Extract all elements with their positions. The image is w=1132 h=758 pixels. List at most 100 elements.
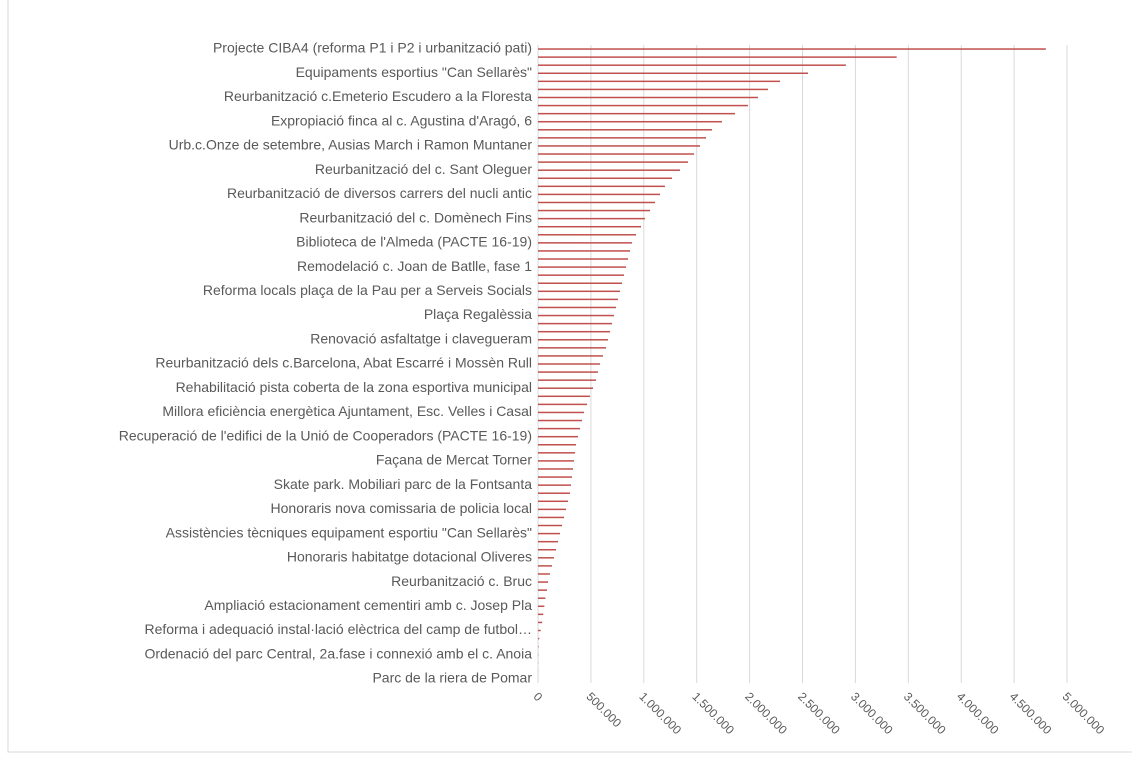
- bar: [538, 613, 544, 616]
- x-tick-label: 2.500.000: [795, 689, 843, 737]
- bar: [538, 508, 567, 511]
- bar: [538, 532, 561, 535]
- bar: [538, 153, 695, 155]
- x-tick-label: 0: [531, 689, 546, 704]
- bar: [538, 492, 570, 494]
- bar: [538, 96, 758, 99]
- x-tick-label: 3.000.000: [848, 689, 896, 737]
- y-tick-label: Renovació asfaltatge i clavegueram: [310, 330, 532, 346]
- y-tick-label: Reurbanització c. Bruc: [391, 573, 532, 589]
- bar: [538, 266, 627, 268]
- bar: [538, 137, 707, 139]
- bar: [538, 452, 576, 454]
- x-tick-label: 500.000: [584, 689, 625, 730]
- bar: [538, 645, 539, 648]
- bar: [538, 589, 547, 591]
- bar: [538, 306, 616, 309]
- bar: [538, 540, 558, 543]
- bar: [538, 145, 700, 147]
- y-tick-label: Reurbanització c.Emeterio Escudero a la …: [224, 88, 532, 104]
- bar: [538, 403, 587, 406]
- bar: [538, 476, 572, 478]
- y-tick-label: Façana de Mercat Torner: [376, 452, 532, 468]
- bar: [538, 379, 596, 381]
- y-tick-label: Plaça Regalèssia: [424, 306, 532, 322]
- bar: [538, 217, 645, 220]
- bar: [538, 274, 625, 276]
- bar: [538, 371, 598, 373]
- bar: [538, 193, 660, 196]
- bar: [538, 56, 897, 58]
- bar: [538, 468, 574, 470]
- bar: [538, 387, 594, 389]
- bar: [538, 565, 552, 567]
- x-tick-label: 4.000.000: [954, 689, 1002, 737]
- bar: [538, 209, 651, 212]
- bar: [538, 629, 541, 632]
- y-tick-label: Millora eficiència energètica Ajuntament…: [162, 403, 532, 419]
- y-tick-label: Remodelació c. Joan de Batlle, fase 1: [297, 258, 532, 274]
- bar: [538, 419, 583, 422]
- y-tick-label: Urb.c.Onze de setembre, Ausias March i R…: [169, 137, 533, 153]
- y-tick-label: Biblioteca de l'Almeda (PACTE 16-19): [296, 234, 532, 250]
- bar: [538, 557, 554, 559]
- bar: [538, 290, 620, 293]
- bar: [538, 225, 642, 228]
- bar: [538, 104, 749, 107]
- bar: [538, 64, 846, 66]
- bar: [538, 460, 574, 462]
- y-tick-label: Ampliació estacionament cementiri amb c.…: [204, 597, 532, 613]
- bar: [538, 242, 632, 244]
- y-tick-label: Honoraris nova comissaria de policia loc…: [271, 500, 532, 516]
- bar: [538, 516, 565, 519]
- bar: [538, 484, 572, 486]
- bar: [538, 427, 581, 430]
- bar: [538, 201, 656, 204]
- y-tick-label: Expropiació finca al c. Agustina d'Aragó…: [271, 112, 532, 128]
- bar: [538, 322, 612, 325]
- y-tick-label: Skate park. Mobiliari parc de la Fontsan…: [274, 476, 533, 492]
- x-tick-label: 5.000.000: [1060, 689, 1108, 737]
- bar: [538, 444, 576, 446]
- chart-border: [7, 0, 1132, 753]
- x-tick-label: 2.000.000: [742, 689, 790, 737]
- bar: [538, 234, 636, 236]
- bar: [538, 120, 722, 123]
- bar: [538, 161, 689, 163]
- bar: [538, 112, 735, 115]
- y-tick-label: Rehabilitació pista coberta de la zona e…: [176, 379, 532, 395]
- bar: [538, 282, 623, 284]
- bar: [538, 48, 1046, 50]
- x-tick-label: 1.000.000: [636, 689, 684, 737]
- bar: [538, 129, 713, 131]
- y-tick-label: Projecte CIBA4 (reforma P1 i P2 i urbani…: [213, 40, 532, 56]
- y-tick-label: Honoraris habitatge dotacional Oliveres: [287, 549, 532, 565]
- bar: [538, 250, 631, 252]
- y-tick-label: Equipaments esportius "Can Sellarès": [296, 64, 532, 80]
- x-tick-label: 1.500.000: [689, 689, 737, 737]
- bar: [538, 185, 665, 188]
- bar: [538, 258, 629, 260]
- bar: [538, 573, 550, 575]
- bar: [538, 169, 680, 171]
- y-tick-label: Parc de la riera de Pomar: [372, 670, 532, 686]
- bar: [538, 605, 545, 608]
- bar: [538, 363, 600, 365]
- bar: [538, 88, 769, 91]
- y-tick-label: Reurbanització del c. Domènech Fins: [299, 209, 532, 225]
- y-tick-label: Assistències tècniques equipament esport…: [166, 524, 532, 540]
- bar: [538, 72, 809, 75]
- y-tick-label: Ordenació del parc Central, 2a.fase i co…: [144, 645, 532, 661]
- x-tick-label: 3.500.000: [901, 689, 949, 737]
- bar: [538, 339, 609, 341]
- y-tick-label: Reurbanització dels c.Barcelona, Abat Es…: [155, 355, 532, 371]
- bar: [538, 597, 546, 599]
- bar: [538, 298, 618, 301]
- bar: [538, 395, 590, 398]
- bar: [538, 524, 563, 527]
- bar: [538, 314, 614, 317]
- bar: [538, 80, 780, 83]
- y-tick-label: Reurbanització del c. Sant Oleguer: [315, 161, 532, 177]
- bar: [538, 500, 569, 503]
